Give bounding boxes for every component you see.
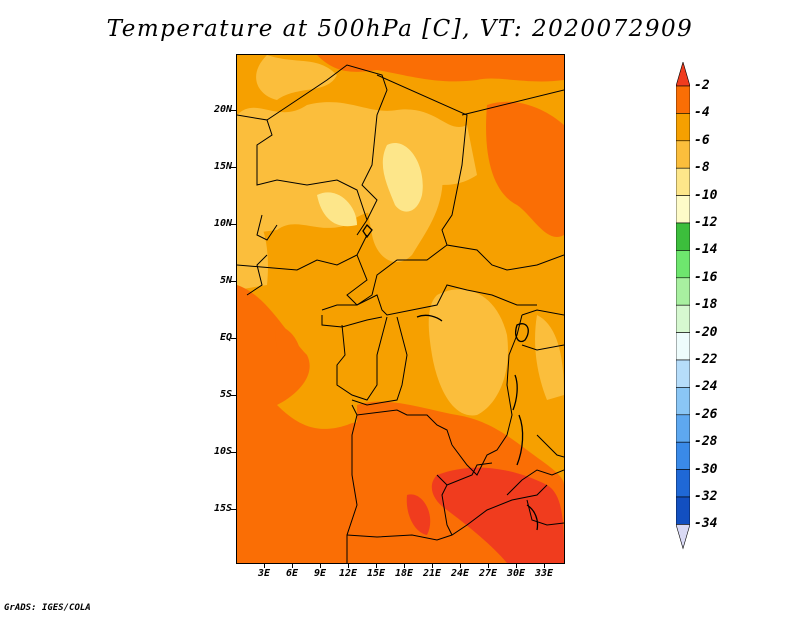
- lon-tick: [348, 563, 349, 568]
- colorbar-cell: [676, 222, 690, 251]
- lon-tick: [404, 563, 405, 568]
- lat-tick: [231, 338, 236, 339]
- colorbar-label: -14: [694, 242, 718, 258]
- lon-label: 9E: [313, 568, 327, 579]
- lat-label: 5S: [219, 389, 232, 400]
- colorbar-label: -18: [694, 297, 718, 313]
- lon-label: 33E: [534, 568, 554, 579]
- colorbar-cell: [676, 113, 690, 142]
- colorbar-label: -10: [694, 187, 718, 203]
- lon-label: 30E: [506, 568, 526, 579]
- lon-tick: [544, 563, 545, 568]
- colorbar-label: -12: [694, 215, 718, 230]
- field-cold-niger: [317, 192, 357, 227]
- lon-label: 6E: [285, 568, 299, 579]
- lat-label: 5N: [219, 275, 232, 286]
- colorbar-cell: [676, 414, 690, 443]
- lon-label: 24E: [450, 568, 470, 579]
- credit-text: GrADS: IGES/COLA: [4, 603, 91, 613]
- field-cold-sudan: [382, 143, 423, 212]
- colorbar-label: -20: [694, 324, 718, 340]
- field-cool-west: [237, 195, 268, 290]
- colorbar-label: -6: [694, 132, 710, 148]
- field-hot-angola: [406, 494, 431, 535]
- colorbar-cell: [676, 277, 690, 306]
- lon-tick: [516, 563, 517, 568]
- colorbar-cell: [676, 304, 690, 333]
- field-warm-gabon: [275, 325, 301, 375]
- lon-tick: [376, 563, 377, 568]
- lat-tick: [231, 452, 236, 453]
- lon-tick: [264, 563, 265, 568]
- lat-label: 15N: [213, 161, 232, 172]
- lat-label: 10N: [213, 218, 232, 229]
- colorbar-label: -8: [694, 160, 710, 176]
- lat-tick: [231, 224, 236, 225]
- field-cool-congo: [428, 289, 508, 416]
- field-warm-ethiopia: [486, 101, 564, 238]
- field-cool-top: [256, 55, 337, 100]
- colorbar-label: -16: [694, 269, 718, 285]
- lat-tick: [231, 395, 236, 396]
- lon-label: 12E: [338, 568, 358, 579]
- field-cool-east: [535, 315, 564, 400]
- colorbar-cell: [676, 140, 690, 169]
- lat-tick: [231, 509, 236, 510]
- colorbar-cells: [676, 62, 690, 550]
- colorbar-label: -30: [694, 461, 718, 477]
- lon-label: 27E: [478, 568, 498, 579]
- colorbar-cell: [676, 441, 690, 470]
- colorbar-cell: [676, 387, 690, 416]
- field-warm-top: [317, 55, 564, 82]
- colorbar-label: -22: [694, 352, 718, 367]
- chart-title: Temperature at 500hPa [C], VT: 202007290…: [106, 16, 694, 42]
- lon-tick: [460, 563, 461, 568]
- colorbar-cell: [676, 332, 690, 361]
- lat-tick: [231, 167, 236, 168]
- lakes: [362, 223, 539, 531]
- lon-label: 15E: [366, 568, 386, 579]
- lat-label: EQ: [219, 332, 232, 343]
- lon-tick: [292, 563, 293, 568]
- lon-tick: [320, 563, 321, 568]
- colorbar-label: -24: [694, 379, 718, 395]
- lon-label: 3E: [257, 568, 271, 579]
- lon-tick: [488, 563, 489, 568]
- lon-label: 18E: [394, 568, 414, 579]
- colorbar-label: -4: [694, 105, 710, 121]
- colorbar-cell: [676, 250, 690, 279]
- colorbar-label: -28: [694, 434, 718, 450]
- map-panel: [236, 54, 565, 564]
- field-hot-zambia: [431, 467, 564, 563]
- colorbar-arrow-bottom: [676, 524, 690, 550]
- colorbar-label: -32: [694, 489, 718, 504]
- lon-tick: [432, 563, 433, 568]
- lat-tick: [231, 110, 236, 111]
- country-borders: [237, 64, 564, 563]
- colorbar-cell: [676, 195, 690, 224]
- colorbar-cell: [676, 359, 690, 388]
- colorbar: [676, 62, 690, 550]
- lat-tick: [231, 281, 236, 282]
- colorbar-cell: [676, 167, 690, 196]
- colorbar-arrow-top: [676, 62, 690, 87]
- lat-label: 20N: [213, 104, 232, 115]
- colorbar-label: -26: [694, 406, 718, 422]
- lon-label: 21E: [422, 568, 442, 579]
- colorbar-label: -34: [694, 516, 718, 532]
- colorbar-label: -2: [694, 78, 710, 93]
- colorbar-cell: [676, 469, 690, 498]
- colorbar-cell: [676, 496, 690, 525]
- lat-label: 15S: [213, 503, 232, 514]
- colorbar-cell: [676, 85, 690, 114]
- lat-label: 10S: [213, 446, 232, 457]
- temperature-map: [237, 55, 564, 563]
